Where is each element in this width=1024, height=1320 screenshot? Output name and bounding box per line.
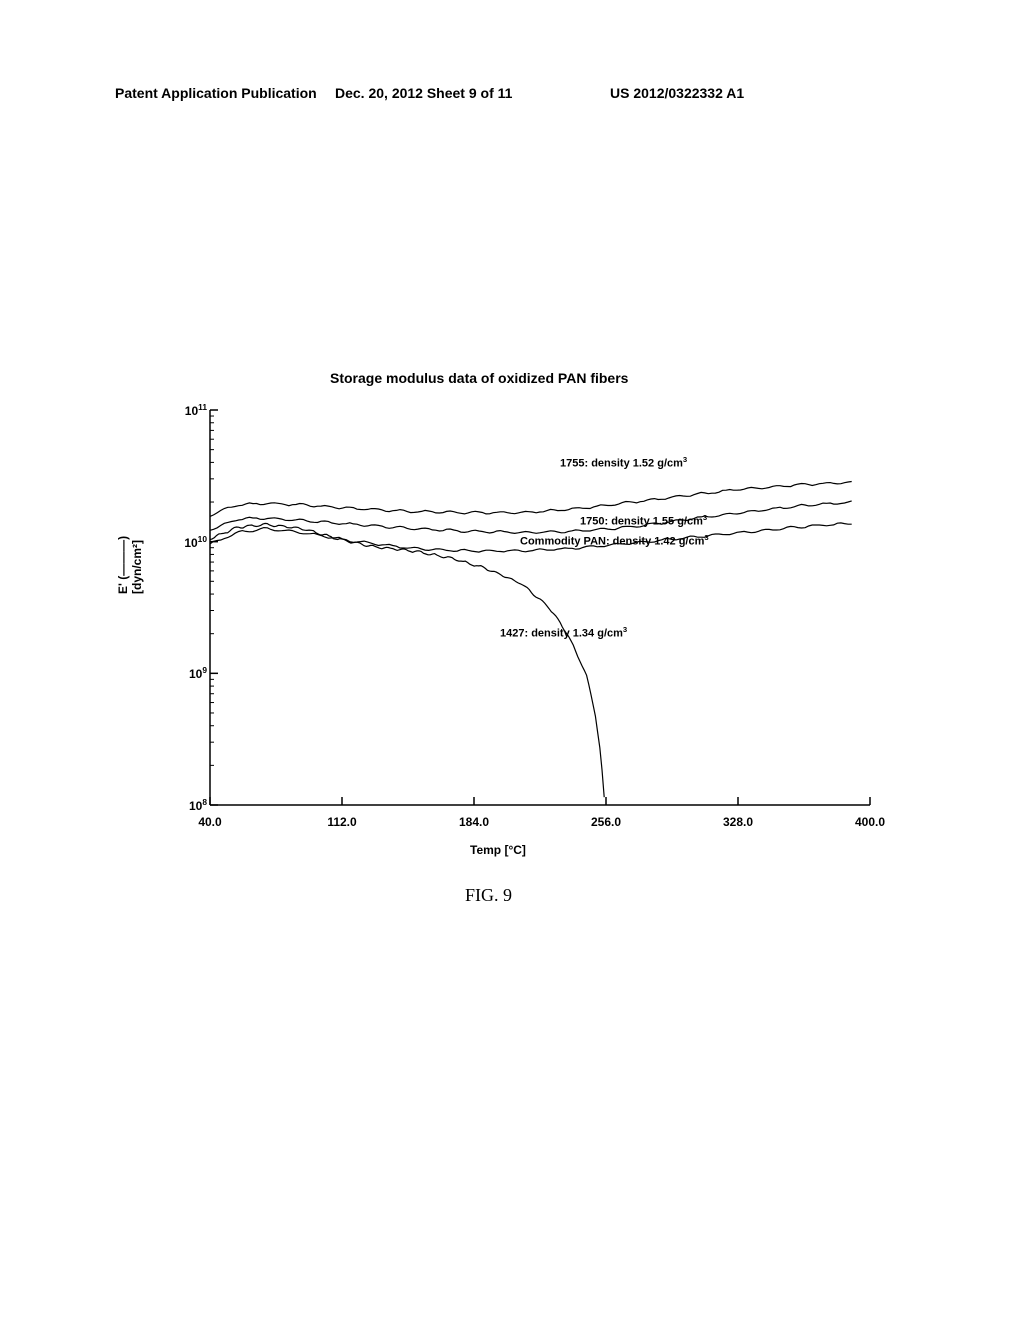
header-app-number: US 2012/0322332 A1: [610, 85, 744, 101]
chart-svg: [180, 405, 880, 825]
y-axis-label-line1: E' (———): [116, 536, 130, 594]
series-label-1427: 1427: density 1.34 g/cm3: [500, 625, 627, 640]
series-label-1750: 1750: density 1.55 g/cm3: [580, 513, 707, 528]
y-axis-label: E' (———) [dyn/cm²]: [116, 536, 144, 594]
x-tick-label: 400.0: [845, 815, 895, 829]
series-label-1755: 1755: density 1.52 g/cm3: [560, 455, 687, 470]
y-tick-label: 109: [172, 665, 207, 681]
storage-modulus-chart: [180, 405, 880, 825]
y-tick-label: 1010: [172, 534, 207, 550]
series-label-commodity-pan: Commodity PAN: density 1.42 g/cm3: [520, 533, 709, 548]
x-axis-label: Temp [°C]: [470, 843, 526, 857]
figure-caption: FIG. 9: [465, 885, 512, 906]
y-tick-label: 108: [172, 797, 207, 813]
chart-title: Storage modulus data of oxidized PAN fib…: [330, 370, 628, 386]
x-tick-label: 328.0: [713, 815, 763, 829]
x-tick-label: 40.0: [185, 815, 235, 829]
y-tick-label: 1011: [172, 402, 207, 418]
x-tick-label: 184.0: [449, 815, 499, 829]
x-tick-label: 256.0: [581, 815, 631, 829]
x-tick-label: 112.0: [317, 815, 367, 829]
header-publication: Patent Application Publication: [115, 85, 317, 101]
header-date-sheet: Dec. 20, 2012 Sheet 9 of 11: [335, 85, 512, 101]
y-axis-label-line2: [dyn/cm²]: [130, 540, 144, 594]
